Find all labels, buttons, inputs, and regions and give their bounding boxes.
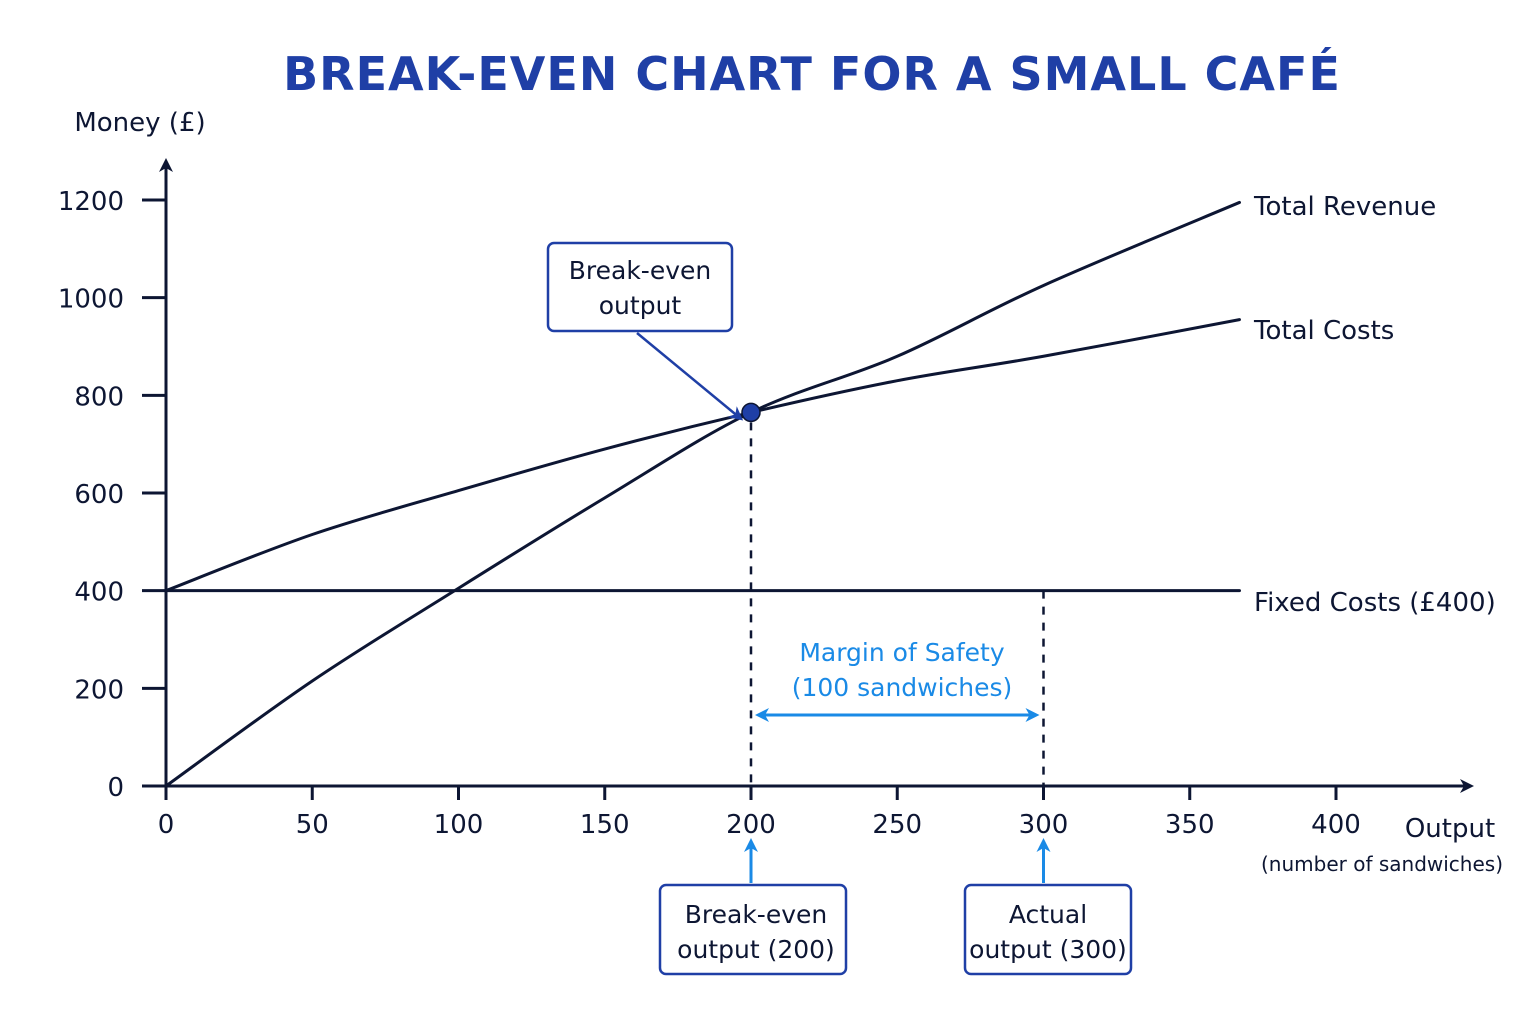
x-axis-label: Output xyxy=(1405,814,1495,844)
margin-of-safety: Margin of Safety (100 sandwiches) xyxy=(755,638,1040,722)
x-axis-sublabel: (number of sandwiches) xyxy=(1261,852,1503,876)
y-tick-label: 1200 xyxy=(58,187,124,217)
x-tick-label: 300 xyxy=(1019,810,1069,840)
break-even-callout-line2: output xyxy=(599,291,682,320)
x-axis-ticks: 0 50 100 150 200 250 300 350 400 xyxy=(158,786,1361,840)
break-even-output-line1: Break-even xyxy=(685,900,827,929)
actual-output-box: Actual output (300) xyxy=(963,838,1133,976)
y-tick-label: 800 xyxy=(74,382,124,412)
break-even-callout-arrow xyxy=(636,332,744,421)
x-tick-label: 250 xyxy=(872,810,922,840)
x-tick-label: 0 xyxy=(158,810,175,840)
break-even-output-line2: output (200) xyxy=(677,935,835,964)
margin-of-safety-label: Margin of Safety xyxy=(799,638,1005,667)
y-axis-label: Money (£) xyxy=(74,108,205,138)
y-tick-label: 200 xyxy=(74,675,124,705)
series-line-total-revenue xyxy=(164,200,1241,788)
x-tick-label: 50 xyxy=(296,810,329,840)
y-tick-label: 600 xyxy=(74,480,124,510)
series-label-total-costs: Total Costs xyxy=(1253,316,1394,346)
actual-output-line1: Actual xyxy=(1009,900,1087,929)
series-layer xyxy=(164,200,1241,788)
chart-title: BREAK-EVEN CHART FOR A SMALL CAFÉ xyxy=(283,47,1341,101)
break-even-point xyxy=(741,402,761,423)
break-even-callout-box xyxy=(546,241,734,333)
break-even-callout: Break-even output xyxy=(546,241,744,421)
x-tick-label: 400 xyxy=(1311,810,1361,840)
x-tick-label: 100 xyxy=(434,810,484,840)
x-tick-label: 200 xyxy=(726,810,776,840)
x-tick-label: 350 xyxy=(1165,810,1215,840)
y-tick-label: 1000 xyxy=(58,285,124,315)
series-label-fixed-costs: Fixed Costs (£400) xyxy=(1254,588,1496,618)
series-label-total-revenue: Total Revenue xyxy=(1253,192,1436,222)
break-even-output-box: Break-even output (200) xyxy=(658,838,848,976)
margin-of-safety-value: (100 sandwiches) xyxy=(792,673,1013,702)
actual-output-line2: output (300) xyxy=(969,935,1127,964)
break-even-callout-line1: Break-even xyxy=(569,256,711,285)
y-tick-label: 0 xyxy=(107,773,124,803)
y-tick-label: 400 xyxy=(74,578,124,608)
x-tick-label: 150 xyxy=(580,810,630,840)
actual-output-rect xyxy=(963,883,1133,976)
series-line-total-costs xyxy=(164,318,1241,593)
y-axis-ticks: 0 200 400 600 800 1000 1200 xyxy=(58,187,166,803)
break-even-output-rect xyxy=(658,883,848,976)
